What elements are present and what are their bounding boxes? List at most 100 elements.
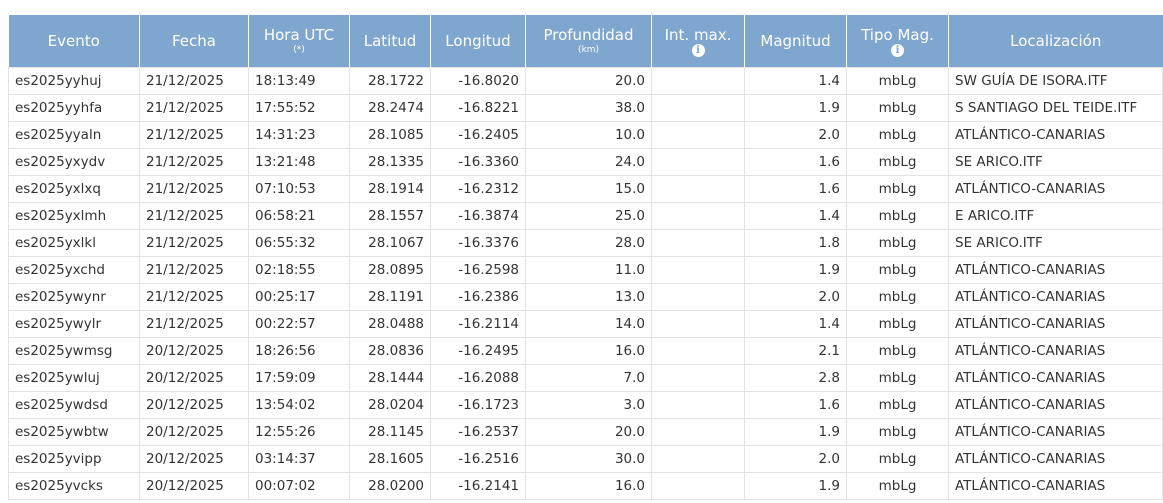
- cell: E ARICO.ITF: [948, 202, 1163, 230]
- cell: mbLg: [846, 67, 949, 95]
- column-label: Localización: [1010, 32, 1102, 50]
- event-row[interactable]: es2025yxydv 21/12/2025 13:21:48 28.1335 -16.…: [8, 148, 1163, 176]
- cell: -16.2537: [430, 418, 526, 446]
- cell: mbLg: [846, 202, 949, 230]
- event-row[interactable]: es2025yxlkl 21/12/2025 06:55:32 28.1067 -16.…: [8, 229, 1163, 257]
- column-header[interactable]: Evento: [8, 15, 140, 68]
- column-header[interactable]: Fecha: [139, 15, 249, 68]
- cell: es2025yyaln: [8, 121, 140, 149]
- event-row[interactable]: es2025yvipp 20/12/2025 03:14:37 28.1605 -16.…: [8, 445, 1163, 473]
- cell: 28.1085: [349, 121, 431, 149]
- cell: 2.0: [744, 445, 847, 473]
- cell: ATLÁNTICO-CANARIAS: [948, 310, 1163, 338]
- event-row[interactable]: es2025ywynr 21/12/2025 00:25:17 28.1191 -16.…: [8, 283, 1163, 311]
- cell: 15.0: [525, 175, 652, 203]
- event-row[interactable]: es2025yyhfa 21/12/2025 17:55:52 28.2474 -16.…: [8, 94, 1163, 122]
- cell: -16.2386: [430, 283, 526, 311]
- event-row[interactable]: es2025ywluj 20/12/2025 17:59:09 28.1444 -16.…: [8, 364, 1163, 392]
- cell: 1.4: [744, 310, 847, 338]
- empty-cell: [651, 283, 745, 311]
- cell: S SANTIAGO DEL TEIDE.ITF: [948, 94, 1163, 122]
- event-row[interactable]: es2025yvcks 20/12/2025 00:07:02 28.0200 -16.…: [8, 472, 1163, 500]
- cell: ATLÁNTICO-CANARIAS: [948, 418, 1163, 446]
- cell: 1.6: [744, 391, 847, 419]
- column-header[interactable]: Int. max. i: [651, 15, 745, 68]
- empty-cell: [651, 445, 745, 473]
- column-header[interactable]: Magnitud: [744, 15, 847, 68]
- event-row[interactable]: es2025ywbtw 20/12/2025 12:55:26 28.1145 -16.…: [8, 418, 1163, 446]
- cell: 28.0488: [349, 310, 431, 338]
- event-row[interactable]: es2025ywmsg 20/12/2025 18:26:56 28.0836 -16.…: [8, 337, 1163, 365]
- cell: 21/12/2025: [139, 175, 249, 203]
- cell: 20/12/2025: [139, 472, 249, 500]
- event-row[interactable]: es2025yxlmh 21/12/2025 06:58:21 28.1557 -16.…: [8, 202, 1163, 230]
- cell: 28.1145: [349, 418, 431, 446]
- cell: es2025ywylr: [8, 310, 140, 338]
- cell: 2.8: [744, 364, 847, 392]
- cell: 21/12/2025: [139, 229, 249, 257]
- cell: mbLg: [846, 256, 949, 284]
- cell: 13:21:48: [248, 148, 350, 176]
- empty-cell: [651, 418, 745, 446]
- cell: SW GUÍA DE ISORA.ITF: [948, 67, 1163, 95]
- column-header[interactable]: Longitud: [430, 15, 526, 68]
- event-row[interactable]: es2025yyhuj 21/12/2025 18:13:49 28.1722 -16.…: [8, 67, 1163, 95]
- cell: 20/12/2025: [139, 445, 249, 473]
- cell: -16.3376: [430, 229, 526, 257]
- column-header[interactable]: Hora UTC (*): [248, 15, 350, 68]
- cell: -16.2516: [430, 445, 526, 473]
- info-wrap: i: [658, 43, 738, 57]
- cell: 28.1605: [349, 445, 431, 473]
- cell: 18:13:49: [248, 67, 350, 95]
- cell: 10.0: [525, 121, 652, 149]
- cell: es2025yyhfa: [8, 94, 140, 122]
- cell: mbLg: [846, 337, 949, 365]
- cell: 20/12/2025: [139, 337, 249, 365]
- cell: mbLg: [846, 121, 949, 149]
- cell: 21/12/2025: [139, 256, 249, 284]
- cell: 28.1557: [349, 202, 431, 230]
- cell: 21/12/2025: [139, 310, 249, 338]
- cell: 7.0: [525, 364, 652, 392]
- cell: 28.0: [525, 229, 652, 257]
- column-header[interactable]: Tipo Mag. i: [846, 15, 949, 68]
- cell: mbLg: [846, 445, 949, 473]
- empty-cell: [651, 229, 745, 257]
- cell: -16.2598: [430, 256, 526, 284]
- info-icon[interactable]: i: [891, 43, 904, 57]
- cell: 20/12/2025: [139, 364, 249, 392]
- cell: 06:58:21: [248, 202, 350, 230]
- cell: 21/12/2025: [139, 148, 249, 176]
- cell: -16.3874: [430, 202, 526, 230]
- cell: es2025ywynr: [8, 283, 140, 311]
- info-icon[interactable]: i: [691, 43, 705, 57]
- cell: es2025yxlmh: [8, 202, 140, 230]
- cell: mbLg: [846, 94, 949, 122]
- cell: 28.1067: [349, 229, 431, 257]
- cell: -16.3360: [430, 148, 526, 176]
- cell: -16.2495: [430, 337, 526, 365]
- cell: 00:25:17: [248, 283, 350, 311]
- event-row[interactable]: es2025ywylr 21/12/2025 00:22:57 28.0488 -16.…: [8, 310, 1163, 338]
- cell: 3.0: [525, 391, 652, 419]
- event-row[interactable]: es2025yxlxq 21/12/2025 07:10:53 28.1914 -16.…: [8, 175, 1163, 203]
- column-header[interactable]: Latitud: [349, 15, 431, 68]
- cell: ATLÁNTICO-CANARIAS: [948, 175, 1163, 203]
- cell: 16.0: [525, 337, 652, 365]
- cell: 1.4: [744, 202, 847, 230]
- events-table: Evento Fecha Hora UTC (*) Latitud Longitud Pro…: [8, 15, 1163, 500]
- cell: es2025yxchd: [8, 256, 140, 284]
- cell: 2.0: [744, 121, 847, 149]
- event-row[interactable]: es2025yxchd 21/12/2025 02:18:55 28.0895 -16.…: [8, 256, 1163, 284]
- cell: 38.0: [525, 94, 652, 122]
- cell: 28.1444: [349, 364, 431, 392]
- event-row[interactable]: es2025yyaln 21/12/2025 14:31:23 28.1085 -16.…: [8, 121, 1163, 149]
- cell: 21/12/2025: [139, 121, 249, 149]
- column-header[interactable]: Localización: [948, 15, 1163, 68]
- column-header[interactable]: Profundidad (km): [525, 15, 652, 68]
- cell: 17:59:09: [248, 364, 350, 392]
- cell: ATLÁNTICO-CANARIAS: [948, 121, 1163, 149]
- event-row[interactable]: es2025ywdsd 20/12/2025 13:54:02 28.0204 -16.…: [8, 391, 1163, 419]
